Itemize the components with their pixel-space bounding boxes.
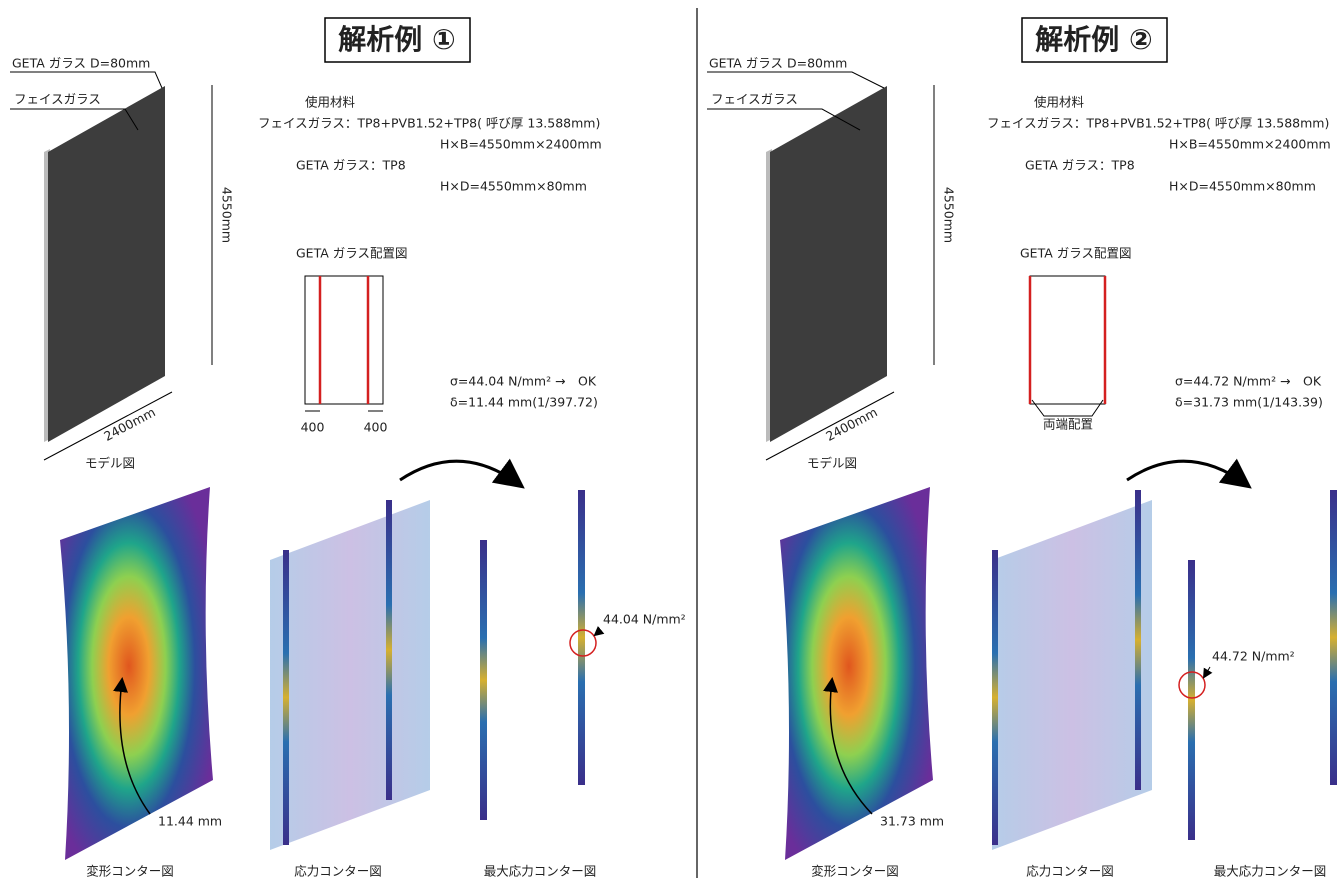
deformation-contour (60, 487, 213, 860)
leader (593, 626, 605, 637)
result-line: σ=44.04 N/mm² → OK (450, 374, 597, 389)
leader (10, 108, 139, 131)
max-stress-strip (1188, 560, 1195, 840)
face-glass (48, 86, 165, 442)
placement-label: 両端配置 (1043, 417, 1093, 432)
width-label: 2400mm (101, 404, 158, 444)
stress-strip (283, 550, 289, 845)
material-line: フェイスガラス：TP8+PVB1.52+TP8( 呼び厚 13.588mm) (258, 116, 600, 131)
result-line: δ=31.73 mm(1/143.39) (1175, 395, 1323, 410)
face-label: フェイスガラス (14, 92, 101, 107)
model-caption: モデル図 (85, 456, 135, 471)
leader (113, 677, 151, 815)
stress-contour (270, 500, 430, 850)
deformation-contour (780, 487, 933, 860)
leader (1202, 666, 1213, 679)
material-line: H×D=4550mm×80mm (440, 179, 587, 194)
stress-strip (992, 550, 998, 845)
geta-label: GETA ガラス D=80mm (709, 56, 847, 71)
width-label: 2400mm (823, 404, 880, 444)
leader (707, 71, 885, 89)
layout-box (304, 275, 384, 405)
title-box (324, 17, 471, 63)
leader (707, 108, 861, 131)
contour-caption: 応力コンター図 (294, 864, 382, 879)
spacing-label: 400 (301, 420, 325, 435)
layout-heading: GETA ガラス配置図 (296, 246, 408, 261)
spacing-label: 400 (364, 420, 388, 435)
stress-value: 44.04 N/mm² (603, 612, 686, 627)
model-caption: モデル図 (807, 456, 857, 471)
contour-caption: 最大応力コンター図 (1214, 864, 1327, 879)
material-line: フェイスガラス：TP8+PVB1.52+TP8( 呼び厚 13.588mm) (987, 116, 1329, 131)
deformation-value: 11.44 mm (158, 814, 222, 829)
face-label: フェイスガラス (711, 92, 798, 107)
materials-heading: 使用材料 (305, 95, 356, 110)
contour-caption: 変形コンター図 (811, 864, 899, 879)
max-stress-marker (1178, 671, 1206, 699)
analysis-panel: 解析例 ② GETA ガラス D=80mm フェイスガラス 4550mm 2400mm モ… (707, 17, 1337, 879)
leader (10, 71, 163, 89)
contour-caption: 変形コンター図 (86, 864, 174, 879)
stress-strip (1135, 490, 1141, 790)
height-label: 4550mm (220, 187, 235, 243)
max-stress-strip (480, 540, 487, 820)
stress-strip (386, 500, 392, 800)
material-line: GETA ガラス：TP8 (296, 158, 406, 173)
height-label: 4550mm (942, 187, 957, 243)
layout-heading: GETA ガラス配置図 (1020, 246, 1132, 261)
face-glass (770, 86, 887, 442)
max-stress-strip (578, 490, 585, 785)
result-line: δ=11.44 mm(1/397.72) (450, 395, 598, 410)
material-line: H×D=4550mm×80mm (1169, 179, 1316, 194)
leader (1031, 399, 1104, 417)
title: 解析例 ① (338, 23, 455, 56)
width-dim (765, 391, 895, 461)
stress-value: 44.72 N/mm² (1212, 649, 1295, 664)
materials-heading: 使用材料 (1034, 95, 1085, 110)
leader (823, 677, 873, 815)
material-line: H×B=4550mm×2400mm (440, 137, 602, 152)
result-line: σ=44.72 N/mm² → OK (1175, 374, 1322, 389)
title: 解析例 ② (1035, 23, 1152, 56)
max-stress-marker (569, 629, 597, 657)
layout-box (1029, 275, 1106, 405)
deformation-value: 31.73 mm (880, 814, 944, 829)
analysis-panel: 解析例 ① GETA ガラス D=80mm フェイスガラス 4550mm 2400mm モ… (10, 17, 686, 879)
max-stress-strip (1330, 490, 1337, 785)
stress-contour (992, 500, 1152, 850)
geta-label: GETA ガラス D=80mm (12, 56, 150, 71)
title-box (1021, 17, 1168, 63)
material-line: GETA ガラス：TP8 (1025, 158, 1135, 173)
contour-caption: 最大応力コンター図 (484, 864, 597, 879)
contour-caption: 応力コンター図 (1026, 864, 1114, 879)
flow-arrow (1126, 458, 1252, 489)
width-dim (43, 391, 173, 461)
flow-arrow (399, 458, 525, 489)
material-line: H×B=4550mm×2400mm (1169, 137, 1331, 152)
